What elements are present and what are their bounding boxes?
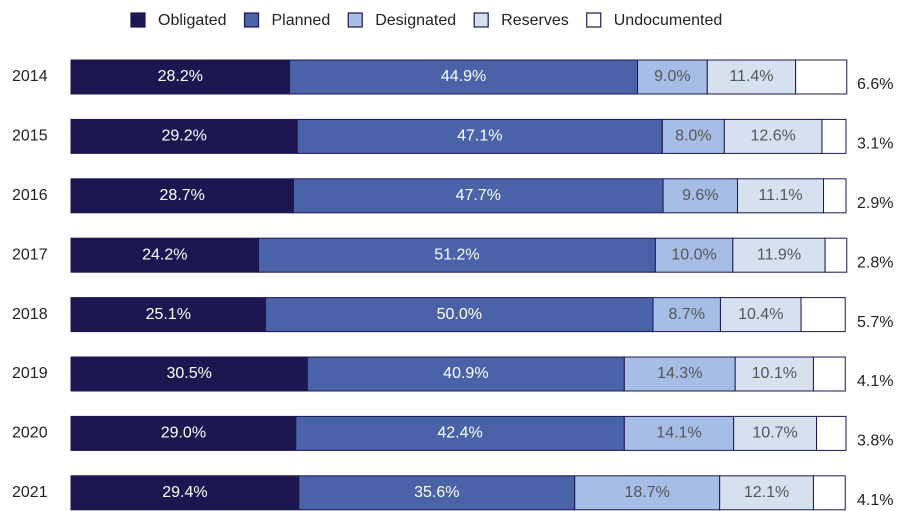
- y-tick-label: 2017: [12, 246, 48, 263]
- bar-segment: [70, 297, 267, 333]
- bar-segment: [824, 237, 848, 273]
- bar-segment: [623, 415, 735, 451]
- bar-segment: [812, 356, 846, 392]
- value-label: 47.1%: [457, 128, 502, 145]
- value-label: 14.3%: [657, 365, 702, 382]
- value-label: 51.2%: [434, 246, 479, 263]
- value-label: 44.9%: [441, 68, 486, 85]
- value-label: 5.7%: [857, 314, 893, 331]
- value-label: 3.8%: [857, 433, 893, 450]
- bar-segment: [623, 356, 736, 392]
- bar-segment: [737, 178, 825, 214]
- bar-segment: [258, 237, 656, 273]
- value-label: 3.1%: [857, 136, 893, 153]
- value-label: 50.0%: [437, 306, 482, 323]
- legend-label: Planned: [272, 12, 331, 29]
- legend-swatch: [586, 12, 602, 28]
- value-label: 40.9%: [443, 365, 488, 382]
- value-label: 14.1%: [656, 425, 701, 442]
- bar-segment: [661, 118, 725, 154]
- value-label: 42.4%: [437, 425, 482, 442]
- bar-segment: [70, 59, 291, 95]
- value-label: 10.0%: [671, 246, 716, 263]
- y-tick-label: 2021: [12, 484, 48, 501]
- value-label: 47.7%: [456, 187, 501, 204]
- bar-segment: [289, 59, 639, 95]
- value-label: 35.6%: [414, 484, 459, 501]
- value-label: 11.9%: [757, 246, 801, 263]
- bar-segment: [292, 178, 664, 214]
- value-label: 2.8%: [857, 254, 893, 271]
- bar-segment: [70, 415, 297, 451]
- y-tick-label: 2020: [12, 425, 48, 442]
- bar-segment: [800, 297, 846, 333]
- legend-label: Obligated: [158, 12, 227, 29]
- bar-segment: [265, 297, 654, 333]
- value-label: 25.1%: [146, 306, 191, 323]
- bar-segment: [70, 118, 298, 154]
- value-label: 10.1%: [752, 365, 797, 382]
- bar-segment: [723, 118, 823, 154]
- bar-segment: [821, 118, 847, 154]
- bar-segment: [296, 118, 663, 154]
- bar-segment: [652, 297, 721, 333]
- value-label: 4.1%: [857, 373, 893, 390]
- value-label: 24.2%: [142, 246, 187, 263]
- value-label: 30.5%: [167, 365, 212, 382]
- value-label: 12.6%: [750, 128, 795, 145]
- bar-segment: [70, 356, 308, 392]
- bar-segment: [306, 356, 625, 392]
- value-label: 18.7%: [625, 484, 670, 501]
- bar-segment: [823, 178, 847, 214]
- bar-segment: [70, 178, 294, 214]
- y-tick-label: 2016: [12, 187, 48, 204]
- value-label: 28.7%: [160, 187, 205, 204]
- legend-swatch: [130, 12, 146, 28]
- value-label: 2.9%: [857, 195, 893, 212]
- bar-segment: [795, 59, 848, 95]
- bar-segment: [733, 415, 818, 451]
- bar-segment: [574, 475, 721, 511]
- value-label: 6.6%: [857, 76, 893, 93]
- value-label: 11.1%: [758, 187, 802, 204]
- y-tick-label: 2019: [12, 365, 48, 382]
- y-tick-label: 2015: [12, 128, 48, 145]
- value-label: 9.6%: [682, 187, 718, 204]
- bar-segment: [732, 237, 826, 273]
- value-label: 28.2%: [158, 68, 203, 85]
- legend-label: Designated: [375, 12, 456, 29]
- value-label: 8.7%: [669, 306, 705, 323]
- value-label: 10.4%: [738, 306, 783, 323]
- legend-label: Reserves: [501, 12, 569, 29]
- bar-segment: [70, 237, 260, 273]
- bar-segment: [719, 297, 802, 333]
- bar-segment: [816, 415, 847, 451]
- value-label: 29.4%: [162, 484, 207, 501]
- bar-segment: [70, 475, 300, 511]
- y-tick-label: 2014: [12, 68, 48, 85]
- legend-swatch: [243, 12, 260, 28]
- value-label: 10.7%: [752, 425, 797, 442]
- legend-swatch: [473, 12, 489, 28]
- value-label: 12.1%: [744, 484, 789, 501]
- y-tick-label: 2018: [12, 306, 48, 323]
- legend-label: Undocumented: [614, 12, 723, 29]
- value-label: 29.2%: [161, 128, 206, 145]
- bar-segment: [812, 475, 846, 511]
- value-label: 4.1%: [857, 492, 893, 509]
- value-label: 11.4%: [729, 68, 773, 85]
- value-label: 9.0%: [654, 68, 690, 85]
- bar-segment: [637, 59, 708, 95]
- value-label: 8.0%: [675, 128, 711, 145]
- legend-swatch: [347, 12, 363, 28]
- value-label: 29.0%: [161, 425, 206, 442]
